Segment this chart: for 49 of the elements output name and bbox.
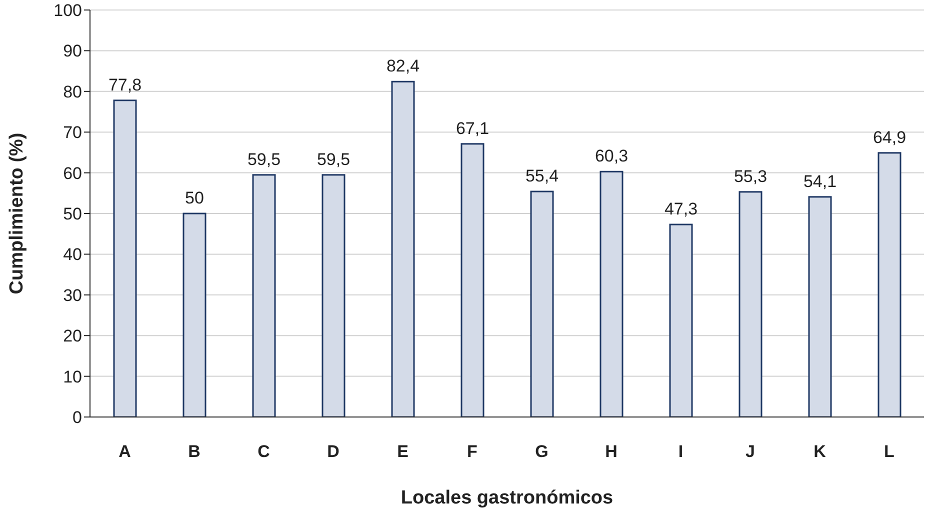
data-label: 54,1: [803, 172, 837, 191]
data-label: 50: [185, 188, 204, 208]
bar: [738, 191, 762, 417]
x-axis-title: Locales gastronómicos: [400, 487, 614, 508]
x-tick-label: C: [258, 442, 270, 462]
x-tick-label: J: [746, 442, 755, 462]
bar: [252, 174, 276, 417]
x-tick-label: G: [535, 442, 548, 462]
y-tick-label: 60: [63, 164, 82, 183]
y-tick-label: 50: [63, 204, 82, 224]
data-label: 47,3: [664, 199, 698, 218]
x-tick-label: D: [327, 442, 340, 462]
x-tick-label: A: [118, 442, 131, 462]
y-tick-label: 30: [63, 286, 82, 305]
bar: [530, 190, 554, 417]
y-tick-label: 90: [63, 42, 82, 61]
y-tick-label: 70: [63, 123, 82, 142]
bar: [878, 152, 902, 417]
x-tick-label: B: [188, 442, 200, 462]
bar: [182, 212, 206, 417]
y-tick-label: 80: [63, 82, 82, 102]
x-tick-label: K: [814, 442, 827, 462]
data-label: 55,4: [525, 166, 559, 186]
data-label: 59,5: [316, 150, 350, 169]
bar: [113, 100, 137, 417]
bar: [808, 196, 832, 417]
bar: [322, 174, 346, 417]
y-tick-label: 0: [72, 408, 82, 428]
data-label: 60,3: [594, 146, 628, 166]
y-tick-label: 100: [54, 1, 82, 20]
x-tick-label: I: [678, 442, 684, 462]
x-tick-label: E: [397, 442, 408, 462]
x-tick-label: F: [467, 442, 478, 462]
data-label: 64,9: [872, 128, 906, 147]
bar: [460, 143, 484, 417]
y-tick-label: 40: [63, 245, 82, 264]
x-tick-label: L: [884, 442, 894, 462]
y-tick-label: 20: [63, 326, 82, 346]
y-tick-label: 10: [63, 367, 82, 386]
x-tick-label: H: [605, 442, 618, 462]
bar: [391, 80, 415, 417]
data-label: 77,8: [108, 75, 142, 94]
data-label: 67,1: [456, 118, 490, 138]
bar: [669, 224, 693, 417]
y-axis-title: Cumplimiento (%): [6, 132, 28, 294]
data-label: 55,3: [734, 166, 768, 186]
data-label: 82,4: [386, 56, 420, 76]
bar: [600, 170, 624, 417]
data-label: 59,5: [247, 150, 281, 169]
